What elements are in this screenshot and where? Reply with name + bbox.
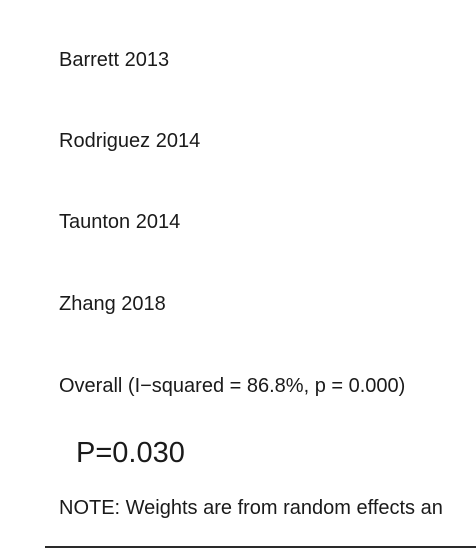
study-label: Barrett 2013 [59,49,170,71]
p-value-label: P=0.030 [76,437,185,469]
study-label: Zhang 2018 [59,293,166,315]
study-label: Taunton 2014 [59,211,181,233]
study-label: Rodriguez 2014 [59,130,201,152]
weights-note: NOTE: Weights are from random effects an [59,497,443,519]
overall-label: Overall (I−squared = 86.8%, p = 0.000) [59,375,406,397]
x-axis-line [45,546,476,548]
